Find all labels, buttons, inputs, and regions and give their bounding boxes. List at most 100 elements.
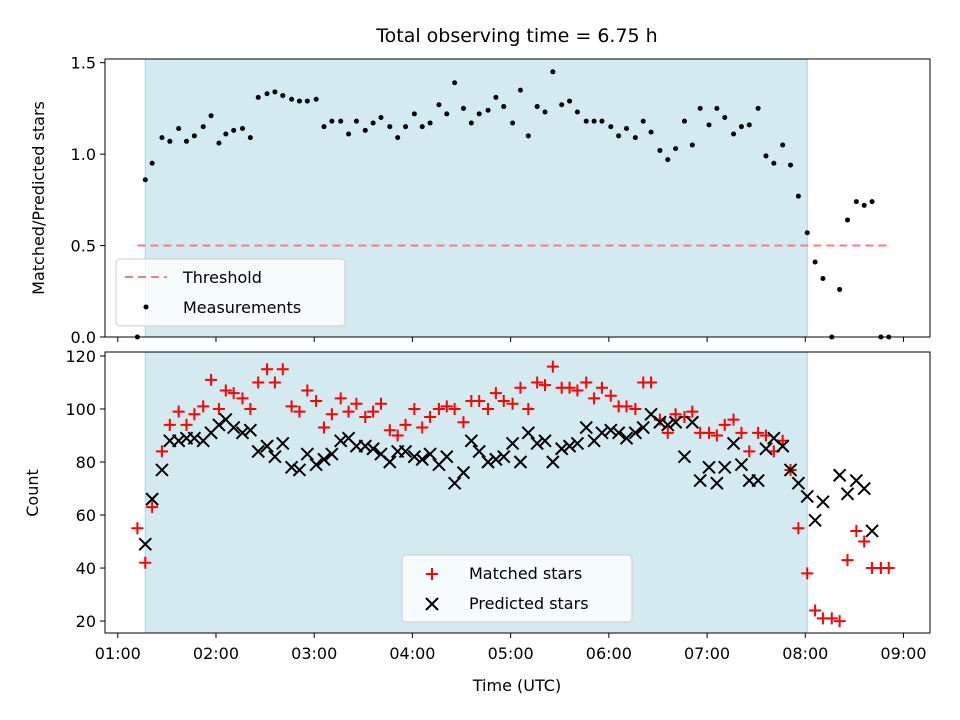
measurement-point	[427, 120, 433, 126]
predicted-star-point	[840, 487, 855, 501]
matched-star-point	[457, 416, 470, 429]
measurement-point	[599, 118, 605, 124]
predicted-star-point	[235, 426, 250, 440]
predicted-star-point	[653, 415, 667, 429]
measurement-point	[501, 104, 507, 110]
measurement-point	[329, 118, 335, 124]
predicted-star-point	[570, 436, 585, 451]
matched-star-point	[703, 426, 716, 439]
measurement-point	[788, 162, 794, 168]
chart-title: Total observing time = 6.75 h	[375, 25, 657, 47]
measurement-point	[608, 124, 614, 130]
predicted-star-point	[243, 423, 258, 437]
measurement-point	[583, 118, 589, 124]
matched-star-point	[710, 429, 723, 442]
matched-star-point	[727, 413, 740, 426]
predicted-star-point	[710, 476, 724, 490]
predicted-star-point	[300, 447, 315, 461]
measurement-point	[216, 140, 222, 146]
legend-measurements-swatch	[143, 304, 149, 310]
ratio-x-ticks	[117, 337, 904, 342]
predicted-star-point	[481, 455, 495, 469]
matched-star-point	[539, 379, 551, 392]
measurement-point	[869, 199, 875, 205]
predicted-star-point	[611, 426, 626, 440]
matched-star-point	[424, 410, 437, 423]
measurement-point	[681, 118, 687, 124]
matched-star-point	[718, 418, 731, 431]
predicted-star-point	[292, 463, 307, 477]
matched-star-point	[440, 400, 453, 413]
matched-star-point	[629, 402, 642, 415]
measurement-point	[574, 109, 580, 115]
x-tick-label: 06:00	[586, 644, 632, 663]
matched-star-point	[285, 400, 298, 413]
measurement-point	[231, 127, 237, 133]
predicted-star-point	[398, 444, 413, 459]
count-marks	[131, 360, 895, 628]
matched-star-point	[506, 397, 519, 410]
matched-star-point	[645, 376, 658, 389]
x-tick-label: 04:00	[389, 644, 435, 663]
predicted-star-point	[513, 455, 528, 469]
predicted-star-point	[530, 436, 544, 451]
predicted-star-point	[857, 481, 871, 496]
matched-star-point	[155, 445, 168, 458]
matched-star-point	[180, 418, 193, 431]
legend-threshold-label: Threshold	[182, 268, 262, 287]
ratio-y-axis: 0.0 0.5 1.0 1.5	[71, 54, 105, 347]
matched-star-point	[146, 501, 159, 514]
predicted-star-point	[212, 418, 226, 432]
matched-star-point	[342, 405, 355, 418]
measurement-point	[510, 120, 516, 126]
predicted-star-point	[685, 415, 700, 429]
measurement-point	[755, 105, 761, 111]
matched-star-point	[399, 418, 412, 431]
predicted-star-point	[226, 420, 241, 435]
matched-star-point	[825, 612, 838, 625]
x-tick-label: 05:00	[488, 644, 534, 663]
matched-star-point	[131, 522, 144, 535]
predicted-star-point	[538, 434, 552, 448]
measurement-point	[460, 105, 466, 111]
matched-star-point	[367, 405, 380, 418]
measurement-point	[468, 120, 474, 126]
measurement-point	[657, 147, 663, 153]
count-panel: 20 40 60 80 100 120 01:00 02:00 03:00 04:00 05:00…	[23, 347, 931, 695]
ratio-legend-box	[115, 258, 346, 327]
y-tick-label: 1.0	[71, 145, 96, 164]
matched-star-point	[432, 402, 445, 415]
measurement-point	[142, 177, 148, 183]
ratio-panel-frame	[104, 58, 931, 338]
matched-star-point	[252, 376, 265, 389]
matched-star-point	[595, 381, 608, 394]
matched-star-point	[293, 405, 306, 418]
measurement-point	[640, 118, 646, 124]
predicted-star-point	[751, 473, 765, 488]
predicted-star-point	[865, 524, 879, 538]
measurement-point	[247, 135, 253, 141]
legend-predicted-label: Predicted stars	[469, 594, 589, 613]
matched-star-point	[236, 392, 249, 405]
matched-star-point	[197, 400, 210, 413]
matched-star-point	[334, 392, 347, 405]
measurement-point	[746, 122, 752, 128]
predicted-star-point	[284, 460, 299, 475]
predicted-star-point	[718, 460, 732, 475]
measurement-point	[837, 286, 843, 292]
measurement-point	[648, 129, 654, 135]
matched-star-point	[858, 535, 871, 548]
measurement-point	[184, 138, 190, 144]
matched-star-point	[261, 363, 274, 376]
measurement-point	[346, 131, 352, 137]
measurement-point	[673, 146, 679, 152]
measurement-point	[272, 89, 278, 95]
measurement-point	[534, 104, 540, 110]
measurement-point	[485, 107, 491, 113]
measurement-point	[542, 109, 548, 115]
predicted-star-point	[628, 426, 643, 440]
y-tick-label: 100	[65, 400, 96, 419]
count-y-axis: 20 40 60 80 100 120	[65, 347, 105, 631]
predicted-star-point	[579, 420, 593, 435]
